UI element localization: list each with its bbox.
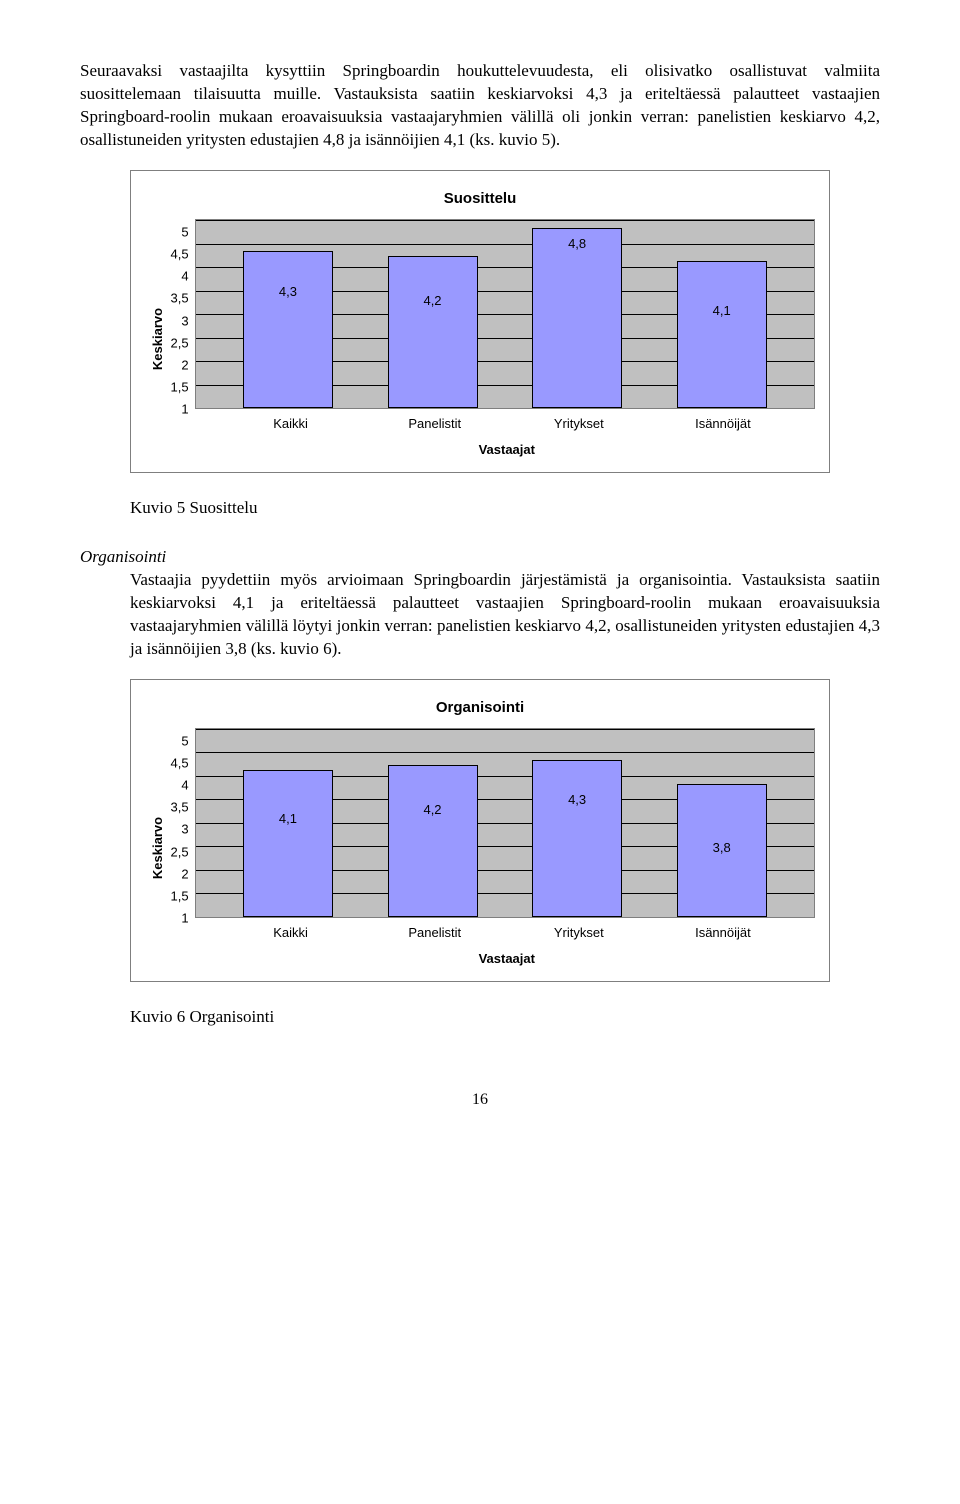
chart-bar: 4,2 — [388, 256, 478, 408]
section-title-organisointi: Organisointi — [80, 546, 880, 569]
chart-bar: 4,1 — [677, 261, 767, 408]
chart-title: Organisointi — [145, 698, 815, 718]
chart-bar-value-label: 4,1 — [677, 302, 767, 320]
caption-2: Kuvio 6 Organisointi — [130, 1006, 880, 1029]
chart-bar: 4,2 — [388, 765, 478, 917]
chart-bar-value-label: 4,1 — [243, 810, 333, 828]
chart-bar: 4,3 — [532, 760, 622, 917]
chart-plot-area: 4,1 4,2 4,3 3,8 — [195, 728, 815, 918]
caption-1: Kuvio 5 Suosittelu — [130, 497, 880, 520]
chart-organisointi: OrganisointiKeskiarvo11,522,533,544,554,… — [130, 679, 830, 982]
chart-ylabel: Keskiarvo — [145, 219, 171, 458]
chart-bar-value-label: 3,8 — [677, 839, 767, 857]
paragraph-1: Seuraavaksi vastaajilta kysyttiin Spring… — [80, 60, 880, 152]
chart-yticks: 11,522,533,544,55 — [171, 219, 195, 409]
chart-suosittelu: SuositteluKeskiarvo11,522,533,544,554,34… — [130, 170, 830, 473]
chart-xticks: KaikkiPanelistitYrityksetIsännöijät — [199, 918, 815, 942]
chart-bar: 4,3 — [243, 251, 333, 408]
chart-yticks: 11,522,533,544,55 — [171, 728, 195, 918]
chart-title: Suosittelu — [145, 189, 815, 209]
paragraph-2: Vastaajia pyydettiin myös arvioimaan Spr… — [130, 569, 880, 661]
chart-ylabel: Keskiarvo — [145, 728, 171, 967]
chart-bar: 4,8 — [532, 228, 622, 409]
chart-bar-value-label: 4,2 — [388, 801, 478, 819]
chart-bar: 3,8 — [677, 784, 767, 917]
chart-bar-value-label: 4,8 — [532, 235, 622, 253]
chart-xlabel: Vastaajat — [199, 950, 815, 968]
chart-bar: 4,1 — [243, 770, 333, 917]
page-number: 16 — [80, 1089, 880, 1111]
chart-xticks: KaikkiPanelistitYrityksetIsännöijät — [199, 409, 815, 433]
chart-xlabel: Vastaajat — [199, 441, 815, 459]
chart-plot-area: 4,3 4,2 4,8 4,1 — [195, 219, 815, 409]
chart-bar-value-label: 4,3 — [243, 283, 333, 301]
chart-bar-value-label: 4,3 — [532, 791, 622, 809]
chart-bar-value-label: 4,2 — [388, 292, 478, 310]
